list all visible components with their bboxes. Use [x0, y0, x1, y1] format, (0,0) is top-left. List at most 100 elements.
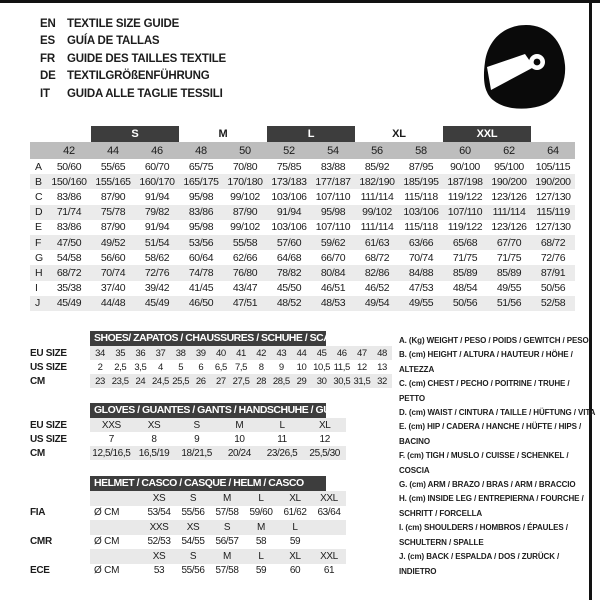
- row-label: EU SIZE: [30, 419, 67, 431]
- right-border-line: [589, 0, 592, 600]
- measurement-cell: 51/56: [487, 295, 531, 311]
- eu-size-cell: 52: [267, 142, 311, 159]
- size-value-cell: 63/64: [317, 507, 341, 519]
- section-row: CM 12,5/16,5 16,5/19 18/21,5 20/24 23/26,5 25,…: [30, 446, 346, 460]
- measurement-cell: 50/56: [540, 282, 566, 295]
- diameter-unit-cell: Ø CM: [94, 536, 120, 548]
- measurement-cell: 82/86: [355, 265, 399, 281]
- language-title: TEXTILE SIZE GUIDE: [67, 18, 180, 30]
- row-cells: XXS XS S M L: [90, 520, 346, 535]
- measurement-cell: 127/130: [535, 190, 571, 203]
- size-value-cell: 10,5: [313, 361, 331, 373]
- size-value-cell: M: [223, 492, 231, 504]
- measurement-cell: 111/114: [487, 204, 531, 220]
- size-value-cell: M: [223, 550, 231, 562]
- size-value-cell: L: [258, 492, 264, 504]
- size-value-cell: 6: [198, 361, 204, 373]
- legend-item: E. (cm) HIP / CADERA / HANCHE / HÜFTE / …: [399, 422, 582, 446]
- size-value-cell: 9: [278, 361, 284, 373]
- size-value-cell: 48: [377, 347, 387, 359]
- measurement-cell: 37/40: [100, 282, 126, 295]
- size-value-cell: 10: [296, 361, 307, 373]
- measurement-cell: 182/190: [355, 174, 399, 190]
- language-title-list: EN TEXTILE SIZE GUIDE ES GUÍA DE TALLAS FR GU…: [40, 16, 226, 103]
- measurement-cell: 155/165: [91, 174, 135, 190]
- measurement-cell: 115/119: [531, 204, 575, 220]
- language-title: TEXTILGRÖßENFÜHRUNG: [67, 70, 210, 83]
- eu-size-cell: 50: [223, 142, 267, 159]
- language-title: GUIDE DES TAILLES TEXTILE: [67, 52, 226, 65]
- size-value-cell: 25,5: [172, 375, 190, 387]
- measurement-cell: 60/64: [188, 251, 214, 264]
- measurement-cell: 60/70: [144, 160, 170, 173]
- measurement-cell: 44/48: [91, 295, 135, 311]
- legend-item: D. (cm) WAIST / CINTURA / TAILLE / HÜFTU…: [399, 408, 596, 418]
- size-group-row: S M L XL XXL: [30, 126, 575, 142]
- measurement-row: F 47/50 49/52 51/54 53/56 55/58 57/60 59/62 61/6…: [30, 234, 575, 251]
- section-row: XXS XS S M L: [30, 520, 346, 535]
- measurement-cell: 48/53: [311, 295, 355, 311]
- measurement-cell: 99/102: [355, 204, 399, 220]
- measurement-cell: 177/187: [311, 174, 355, 190]
- measurement-row: D 71/74 75/78 79/82 83/86 87/90 91/94 95/98 99/1…: [30, 204, 575, 220]
- row-cells: 12,5/16,5 16,5/19 18/21,5 20/24 23/26,5 25,5/…: [90, 446, 346, 460]
- size-value-cell: S: [193, 419, 201, 431]
- language-row: IT GUIDA ALLE TAGLIE TESSILI: [40, 86, 226, 103]
- row-letter-cell: [30, 142, 47, 159]
- row-cells: Ø CM 53/54 55/56 57/58 59/60 61/62 63/64: [90, 506, 346, 521]
- measurement-cell: 64/68: [276, 251, 302, 264]
- measurement-cell: 111/114: [360, 190, 394, 203]
- eu-size-cell: 48: [179, 142, 223, 159]
- measurement-cell: 187/198: [443, 174, 487, 190]
- measurement-cell: 47/53: [408, 282, 434, 295]
- size-value-cell: 37: [155, 347, 166, 359]
- measurement-cell: 127/130: [535, 221, 571, 234]
- size-value-cell: 40: [216, 347, 226, 359]
- measurement-cell: 170/180: [223, 174, 267, 190]
- measurement-cell: 68/72: [47, 265, 91, 281]
- size-value-cell: 24,5: [152, 375, 169, 387]
- measurement-cell: 58/62: [144, 251, 170, 264]
- gloves-size-section: GLOVES / GUANTES / GANTS / HANDSCHUHE / …: [30, 403, 346, 460]
- size-value-cell: 30: [316, 375, 327, 387]
- measurement-cell: 78/82: [267, 265, 311, 281]
- size-group-cell: XXL: [443, 126, 531, 142]
- size-value-cell: 25,5/30: [309, 447, 340, 459]
- size-value-cell: 34: [95, 347, 105, 359]
- measurement-cell: 35/38: [56, 282, 82, 295]
- size-value-cell: 58: [255, 536, 267, 548]
- measurement-cell: 115/118: [404, 190, 438, 203]
- size-value-cell: 47: [357, 347, 367, 359]
- size-value-cell: 57/58: [215, 565, 239, 577]
- measurement-cell: 115/118: [404, 221, 438, 234]
- measurement-cell: 75/78: [91, 204, 135, 220]
- size-value-cell: XS: [152, 550, 166, 562]
- measurement-row: B 150/160 155/165 160/170 165/175 170/180 173/…: [30, 174, 575, 190]
- row-letter-cell: G: [35, 251, 43, 264]
- size-value-cell: 6,5: [214, 361, 227, 373]
- size-value-cell: 44: [296, 347, 307, 359]
- size-value-cell: XS: [152, 492, 166, 504]
- size-value-cell: 43: [276, 347, 287, 359]
- measurement-cell: 46/50: [179, 295, 223, 311]
- size-value-cell: XXL: [320, 550, 338, 562]
- size-value-cell: XS: [186, 521, 200, 533]
- row-letter-cell: F: [30, 234, 47, 251]
- measurement-cell: 50/56: [443, 295, 487, 311]
- row-cells: Ø CM 53 55/56 57/58 59 60 61: [90, 564, 346, 579]
- row-label: US SIZE: [30, 361, 67, 373]
- measurement-cell: 87/90: [223, 204, 267, 220]
- measurement-cell: 87/95: [408, 160, 434, 173]
- row-letter-cell: C: [35, 190, 43, 203]
- measurement-cell: 71/75: [496, 251, 522, 264]
- measurement-cell: 66/70: [320, 251, 346, 264]
- size-value-cell: XS: [147, 419, 161, 431]
- size-value-cell: M: [257, 521, 265, 533]
- size-value-cell: 57/58: [215, 507, 239, 519]
- size-value-cell: 35: [115, 347, 126, 359]
- size-value-cell: S: [223, 521, 231, 533]
- legend-item: C. (cm) CHEST / PECHO / POITRINE / TRUHE…: [399, 379, 570, 403]
- section-row: XS S M L XL XXL: [30, 491, 346, 506]
- eu-size-row: 42 44 46 48 50 52 54 56 58 60 62 64: [30, 142, 575, 159]
- measurement-cell: 48/52: [267, 295, 311, 311]
